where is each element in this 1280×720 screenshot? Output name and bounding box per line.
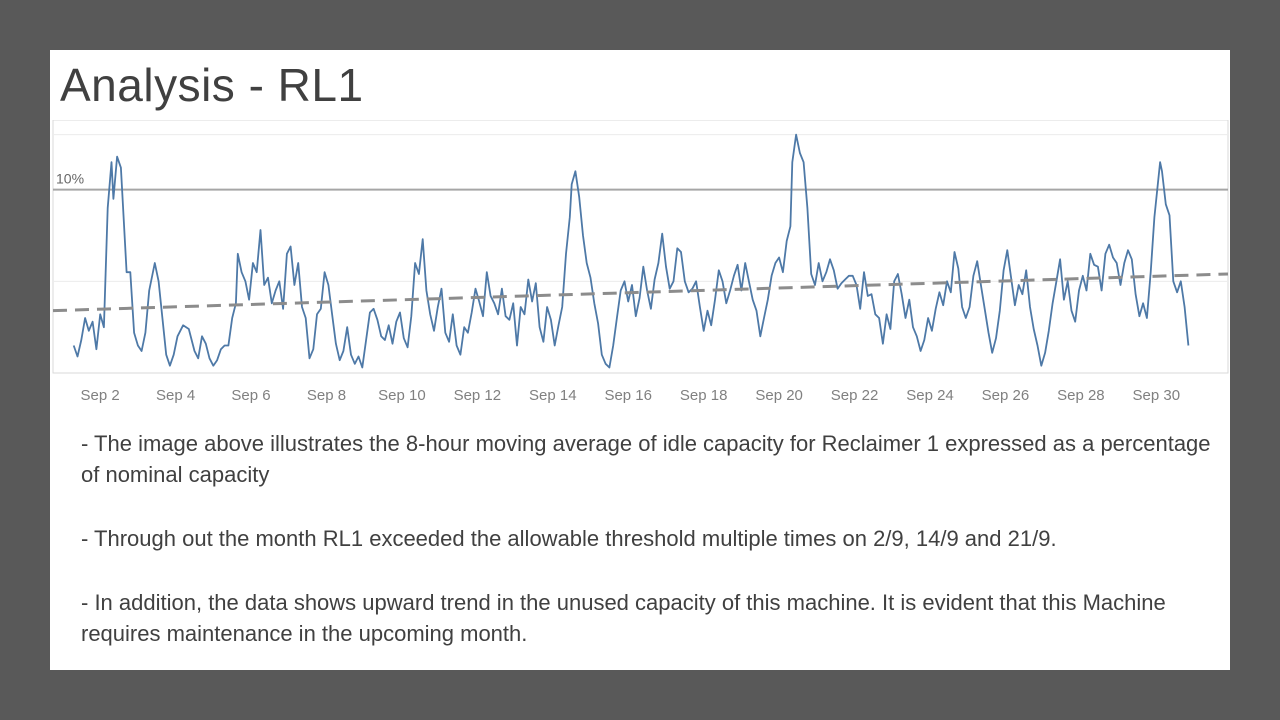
slide-title: Analysis - RL1 bbox=[60, 59, 364, 111]
x-axis: Sep 2 Sep 4 Sep 6 Sep 8 Sep 10 Sep 12 Sep 14 Se… bbox=[81, 387, 1181, 404]
note-2: - Through out the month RL1 exceeded the… bbox=[81, 526, 1057, 551]
x-tick-label: Sep 30 bbox=[1133, 387, 1181, 404]
series-line-0 bbox=[72, 133, 1190, 369]
x-tick-label: Sep 22 bbox=[831, 387, 879, 404]
x-tick-label: Sep 10 bbox=[378, 387, 426, 404]
x-tick-label: Sep 24 bbox=[906, 387, 954, 404]
x-tick-label: Sep 6 bbox=[231, 387, 270, 404]
note-3: - In addition, the data shows upward tre… bbox=[81, 590, 1166, 646]
plot-frame bbox=[52, 119, 1229, 374]
x-tick-label: Sep 14 bbox=[529, 387, 577, 404]
x-tick-label: Sep 28 bbox=[1057, 387, 1105, 404]
threshold-label: 10% bbox=[56, 171, 84, 187]
x-tick-label: Sep 20 bbox=[755, 387, 803, 404]
x-tick-label: Sep 8 bbox=[307, 387, 346, 404]
x-tick-label: Sep 2 bbox=[81, 387, 120, 404]
x-tick-label: Sep 4 bbox=[156, 387, 195, 404]
note-1: - The image above illustrates the 8-hour… bbox=[81, 431, 1211, 487]
chart-svg: 10% Sep 2 Sep 4 Sep 6 Sep 8 Sep 10 Sep 12 Sep … bbox=[52, 119, 1229, 404]
idle-capacity-chart: 10% Sep 2 Sep 4 Sep 6 Sep 8 Sep 10 Sep 12 Sep … bbox=[52, 119, 1230, 410]
x-tick-label: Sep 16 bbox=[604, 387, 652, 404]
series-layer bbox=[52, 133, 1229, 369]
trend-line bbox=[52, 272, 1229, 313]
notes: - The image above illustrates the 8-hour… bbox=[81, 428, 1221, 649]
x-tick-label: Sep 12 bbox=[454, 387, 502, 404]
x-tick-label: Sep 26 bbox=[982, 387, 1030, 404]
x-tick-label: Sep 18 bbox=[680, 387, 728, 404]
